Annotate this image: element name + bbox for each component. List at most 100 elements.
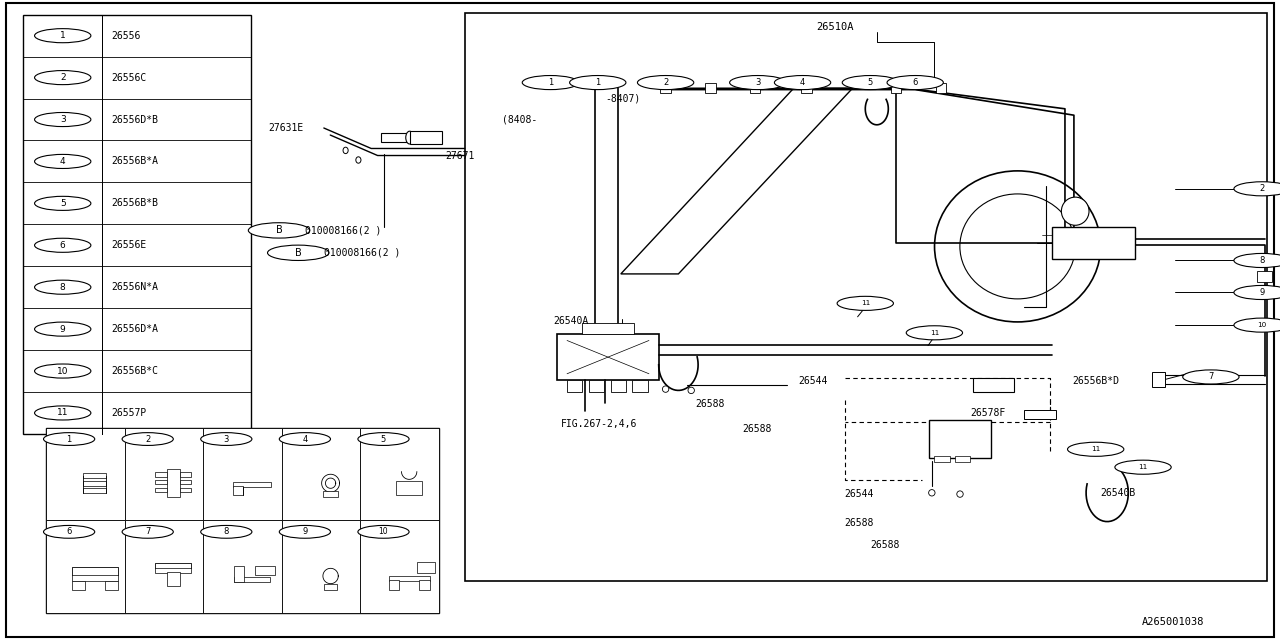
Ellipse shape [957,491,964,497]
Text: 11: 11 [929,330,940,336]
Text: 4: 4 [60,157,65,166]
Ellipse shape [35,280,91,294]
Text: 3: 3 [60,115,65,124]
Bar [1052,227,1135,259]
Bar [750,83,760,93]
Ellipse shape [279,525,330,538]
Bar [389,576,430,581]
Text: 26588: 26588 [742,424,772,434]
Text: 26556B*A: 26556B*A [111,156,159,166]
Text: 11: 11 [860,300,870,307]
Bar [83,481,106,486]
Text: 26510A: 26510A [817,22,854,32]
Bar [397,481,422,495]
Ellipse shape [358,433,410,445]
Text: 27631E: 27631E [269,123,305,133]
Text: 26544: 26544 [799,376,828,387]
Bar [234,566,244,582]
Text: 26540A: 26540A [553,316,589,326]
Text: 5: 5 [381,435,387,444]
Bar [465,13,1267,581]
Text: 26588: 26588 [845,518,874,528]
Ellipse shape [1183,370,1239,384]
Ellipse shape [35,196,91,211]
Text: 27671: 27671 [445,150,475,161]
Bar [282,520,361,613]
Bar [1257,182,1272,192]
Ellipse shape [268,245,329,260]
Ellipse shape [1068,442,1124,456]
Bar [973,378,1014,392]
Ellipse shape [44,525,95,538]
Text: 6: 6 [60,241,65,250]
Text: 6: 6 [67,527,72,536]
Text: 4: 4 [302,435,307,444]
Bar [83,488,106,493]
Ellipse shape [201,433,252,445]
Bar [179,472,191,477]
Ellipse shape [356,157,361,163]
Ellipse shape [35,238,91,252]
Text: 10: 10 [379,527,388,536]
Text: 10: 10 [58,367,68,376]
Text: 1: 1 [60,31,65,40]
Text: 11: 11 [1138,464,1148,470]
Ellipse shape [406,131,413,144]
Bar [124,520,204,613]
Text: -8407): -8407) [605,93,641,104]
Bar [179,480,191,484]
Text: 26556D*B: 26556D*B [111,115,159,125]
Text: 3: 3 [755,78,760,87]
Bar [420,580,430,590]
Bar [105,581,118,590]
Ellipse shape [201,525,252,538]
Bar [1257,271,1272,282]
Bar [705,83,716,93]
Bar [361,520,439,613]
Text: 9: 9 [60,324,65,333]
Text: 4: 4 [800,78,805,87]
Ellipse shape [1234,253,1280,268]
Text: 8: 8 [224,527,229,536]
Text: 11: 11 [58,408,68,417]
Ellipse shape [35,406,91,420]
Text: 2: 2 [663,78,668,87]
Ellipse shape [934,171,1101,322]
Text: (8408-: (8408- [502,115,538,125]
Text: 8: 8 [1260,256,1265,265]
Bar [46,428,124,520]
Text: 11: 11 [1091,446,1101,452]
Text: 2: 2 [60,73,65,82]
Ellipse shape [248,223,310,238]
Polygon shape [621,88,852,274]
Text: 26556: 26556 [111,31,141,41]
Bar [155,488,166,492]
Bar [23,15,251,434]
Ellipse shape [1061,197,1089,225]
Text: 010008166(2 ): 010008166(2 ) [324,248,401,258]
Ellipse shape [1234,182,1280,196]
Ellipse shape [35,322,91,336]
Bar [179,488,191,492]
Text: 26556D*A: 26556D*A [111,324,159,334]
Ellipse shape [730,76,786,90]
Text: 26556N*A: 26556N*A [111,282,159,292]
Bar [417,562,435,573]
Ellipse shape [842,76,899,90]
Ellipse shape [774,76,831,90]
Ellipse shape [663,386,669,392]
Bar [381,133,410,142]
Ellipse shape [1115,460,1171,474]
Ellipse shape [279,433,330,445]
Ellipse shape [570,76,626,90]
Text: 1: 1 [595,78,600,87]
Bar [155,568,191,573]
Text: B: B [275,225,283,236]
Text: 26556E: 26556E [111,240,147,250]
Bar [582,323,634,334]
Text: 2: 2 [145,435,150,444]
Bar [83,473,106,478]
Ellipse shape [522,76,579,90]
Text: 26557P: 26557P [111,408,147,418]
Bar [155,472,166,477]
